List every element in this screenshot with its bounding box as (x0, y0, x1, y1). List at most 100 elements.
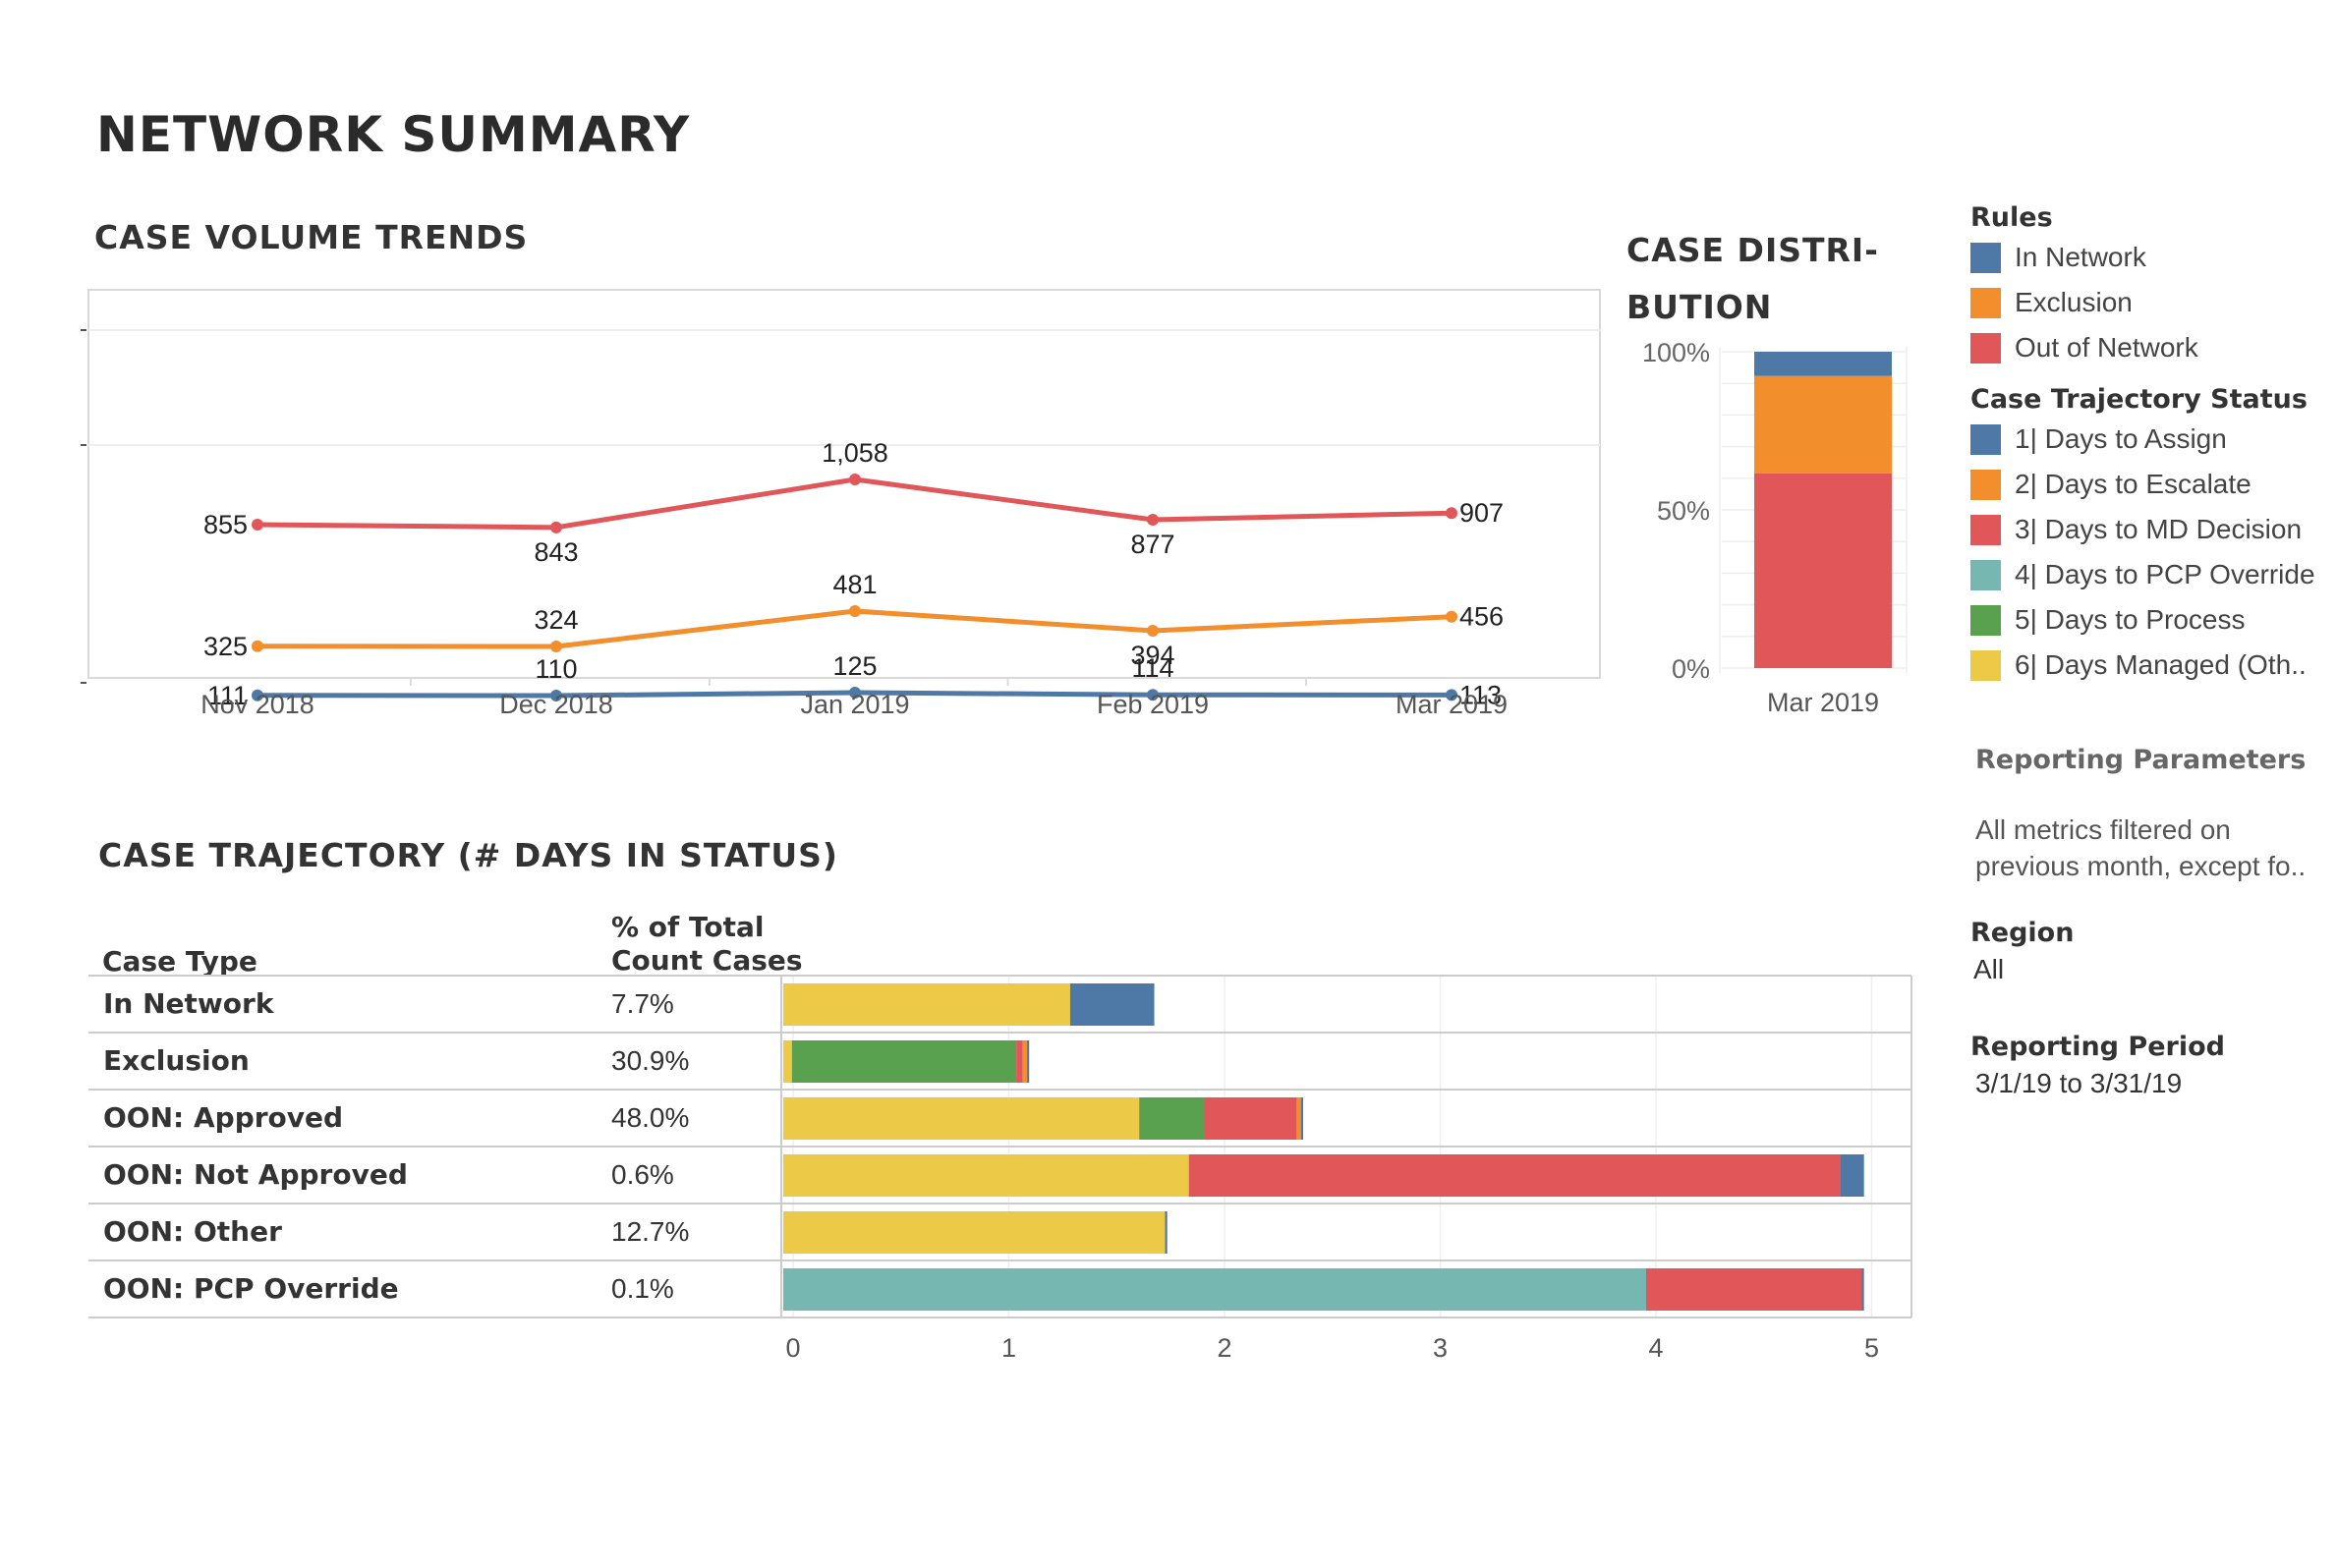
bar-segment-6-days-managed-oth[interactable] (783, 1040, 792, 1083)
legend-label: 5| Days to Process (2015, 604, 2246, 635)
status-legend-title: Case Trajectory Status (1970, 384, 2308, 415)
legend-label: Exclusion (2015, 287, 2133, 317)
y-tick-label: 0% (1672, 654, 1710, 684)
table-row[interactable]: Exclusion 30.9% (88, 1033, 1907, 1090)
legend-swatch (1970, 559, 2001, 590)
legend-status-1-days-to-assign[interactable]: 1| Days to Assign (1970, 417, 2334, 462)
data-point-out-of-network[interactable] (550, 521, 562, 533)
case-distribution-title-line2: BUTION (1626, 288, 1773, 326)
bar-segment-1-days-to-assign[interactable] (1840, 1154, 1864, 1197)
bar-segment-3-days-to-md-decision[interactable] (1188, 1154, 1841, 1197)
data-point-out-of-network[interactable] (849, 474, 861, 485)
legend-status-6-days-managed-oth[interactable]: 6| Days Managed (Oth.. (1970, 643, 2334, 688)
data-point-out-of-network[interactable] (252, 519, 263, 531)
bar-segment-in-network[interactable] (1754, 352, 1892, 376)
bar-segment-6-days-managed-oth[interactable] (783, 1154, 1189, 1197)
bar-segment-2-days-to-escalate[interactable] (1296, 1097, 1301, 1140)
region-title: Region (1970, 918, 2075, 948)
legend-status-3-days-to-md-decision[interactable]: 3| Days to MD Decision (1970, 507, 2334, 552)
legend-swatch (1970, 514, 2001, 545)
col-header-case-type: Case Type (102, 945, 257, 978)
bar-segment-out-of-network[interactable] (1754, 473, 1892, 668)
bar-segment-6-days-managed-oth[interactable] (783, 983, 1070, 1026)
pct-total-cell: 0.6% (611, 1159, 674, 1190)
case-type-cell: OON: Other (103, 1215, 282, 1248)
table-row[interactable]: OON: Not Approved 0.6% (88, 1147, 1907, 1204)
data-point-out-of-network[interactable] (1446, 507, 1457, 520)
bar-segment-exclusion[interactable] (1754, 375, 1892, 474)
table-row[interactable]: OON: Approved 48.0% (88, 1090, 1907, 1147)
data-point-exclusion[interactable] (550, 641, 562, 652)
x-tick-label: 1 (1001, 1333, 1016, 1363)
legend-status-5-days-to-process[interactable]: 5| Days to Process (1970, 597, 2334, 643)
data-label: 125 (832, 651, 877, 681)
legend-status-4-days-to-pcp-override[interactable]: 4| Days to PCP Override (1970, 552, 2334, 597)
legend-label: 2| Days to Escalate (2015, 469, 2252, 499)
case-distribution-title-line1: CASE DISTRI- (1626, 231, 1879, 269)
case-volume-line-chart[interactable]: 855 843 1,058 877 907 325 324 481 394 456 111 110 12… (0, 275, 1622, 737)
bar-segment-1-days-to-assign[interactable] (1300, 1097, 1303, 1140)
case-type-cell: In Network (103, 987, 274, 1020)
legend-label: 3| Days to MD Decision (2015, 514, 2303, 544)
legend-rule-in-network[interactable]: In Network (1970, 235, 2334, 280)
data-point-in-network[interactable] (1147, 689, 1159, 701)
bar-segment-3-days-to-md-decision[interactable] (1016, 1040, 1023, 1083)
data-point-exclusion[interactable] (1446, 610, 1457, 623)
table-row[interactable]: OON: PCP Override 0.1% (88, 1260, 1907, 1317)
legend-swatch (1970, 649, 2001, 681)
legend-panel: Rules In Network Exclusion Out of Network … (1970, 202, 2334, 688)
data-point-in-network[interactable] (550, 690, 562, 701)
bar-segment-6-days-managed-oth[interactable] (783, 1211, 1166, 1254)
table-row[interactable]: In Network 7.7% (88, 976, 1907, 1033)
case-trajectory-bar-chart[interactable]: 0 1 2 3 4 5 (0, 973, 1926, 1385)
rules-legend-title: Rules (1970, 202, 2053, 233)
legend-swatch (1970, 423, 2001, 455)
data-point-in-network[interactable] (849, 687, 861, 699)
data-point-exclusion[interactable] (252, 640, 263, 652)
bar-segment-5-days-to-process[interactable] (1139, 1097, 1205, 1140)
col-header-pct-total: % of Total Count Cases (611, 911, 803, 978)
legend-swatch (1970, 332, 2001, 364)
bar-segment-1-days-to-assign[interactable] (1069, 983, 1155, 1026)
legend-rule-exclusion[interactable]: Exclusion (1970, 280, 2334, 325)
case-trajectory-title: CASE TRAJECTORY (# DAYS IN STATUS) (98, 836, 838, 874)
x-tick-label: Mar 2019 (1396, 690, 1508, 719)
case-distribution-title: CASE DISTRI- BUTION (1626, 222, 1879, 336)
col-header-pct-line1: % of Total (611, 911, 765, 943)
data-point-exclusion[interactable] (1147, 624, 1159, 637)
data-label: 907 (1459, 498, 1504, 528)
legend-swatch (1970, 469, 2001, 500)
legend-status-2-days-to-escalate[interactable]: 2| Days to Escalate (1970, 462, 2334, 507)
data-point-in-network[interactable] (252, 689, 263, 701)
region-value[interactable]: All (1973, 954, 2005, 984)
case-distribution-bar-chart[interactable]: 100% 50% 0% Mar 2019 (1602, 334, 1936, 747)
reporting-parameters-text-line2: previous month, except fo.. (1975, 851, 2307, 881)
bar-segment-6-days-managed-oth[interactable] (783, 1097, 1140, 1140)
data-point-out-of-network[interactable] (1147, 514, 1159, 527)
bar-segment-3-days-to-md-decision[interactable] (1204, 1097, 1297, 1140)
bar-segment-4-days-to-pcp-override[interactable] (783, 1268, 1646, 1311)
bar-segment-5-days-to-process[interactable] (791, 1040, 1017, 1083)
legend-label: 1| Days to Assign (2015, 423, 2227, 454)
bar-segment-1-days-to-assign[interactable] (1027, 1040, 1030, 1083)
data-label: 456 (1459, 602, 1504, 632)
x-tick-label: 4 (1648, 1333, 1663, 1363)
data-point-exclusion[interactable] (849, 605, 861, 617)
col-header-pct-line2: Count Cases (611, 944, 803, 977)
table-row[interactable]: OON: Other 12.7% (88, 1204, 1907, 1260)
data-point-in-network[interactable] (1446, 689, 1457, 701)
bar-segment-2-days-to-escalate[interactable] (1022, 1040, 1028, 1083)
legend-rule-out-of-network[interactable]: Out of Network (1970, 325, 2334, 370)
pct-total-cell: 12.7% (611, 1216, 690, 1247)
data-label: 325 (203, 632, 248, 661)
bar-segment-1-days-to-assign[interactable] (1861, 1268, 1864, 1311)
bar-segment-3-days-to-md-decision[interactable] (1646, 1268, 1862, 1311)
data-label: 113 (1459, 680, 1502, 709)
reporting-period-value[interactable]: 3/1/19 to 3/31/19 (1975, 1068, 2183, 1098)
reporting-period-title: Reporting Period (1970, 1032, 2225, 1062)
bar-segment-1-days-to-assign[interactable] (1165, 1211, 1168, 1254)
legend-label: In Network (2015, 242, 2146, 272)
x-tick-label: 2 (1217, 1333, 1231, 1363)
status-legend: 1| Days to Assign 2| Days to Escalate 3| D… (1970, 417, 2334, 688)
data-label: 324 (534, 605, 578, 635)
